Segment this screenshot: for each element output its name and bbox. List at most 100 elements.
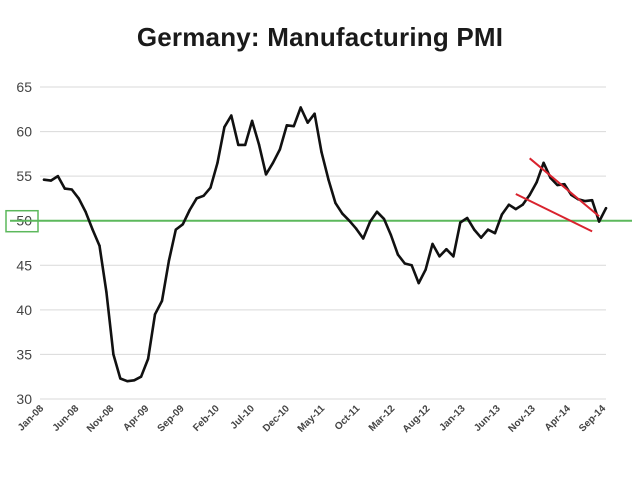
y-tick-label: 60 — [16, 124, 32, 140]
x-tick-label: Aug-12 — [401, 403, 433, 435]
data-point — [334, 201, 337, 205]
data-point — [417, 281, 420, 285]
x-axis: Jan-08 Jun-08 Nov-08 Apr-09 Sep-09 Feb-10 Jul-… — [16, 403, 608, 435]
data-point — [160, 299, 164, 303]
data-point — [84, 210, 87, 213]
data-point — [396, 253, 400, 256]
data-point — [126, 379, 129, 383]
series-line-pmi — [42, 106, 608, 383]
data-point — [292, 125, 295, 128]
data-point — [320, 150, 323, 154]
x-tick-label: Dec-10 — [261, 403, 292, 434]
x-tick-label: Jan-08 — [16, 403, 46, 433]
data-point — [528, 193, 531, 197]
data-point — [139, 375, 143, 378]
data-point — [355, 227, 358, 230]
data-point — [278, 148, 282, 151]
data-point — [521, 203, 524, 206]
channel-lower-line — [515, 193, 593, 233]
data-point — [389, 233, 393, 237]
data-point — [514, 207, 518, 211]
data-point — [216, 161, 219, 164]
data-point — [188, 208, 191, 212]
data-point — [237, 143, 240, 147]
data-point — [257, 143, 261, 147]
data-point — [466, 216, 469, 220]
data-point — [341, 212, 344, 215]
data-point — [42, 178, 46, 181]
y-tick-label: 45 — [16, 257, 32, 273]
data-point — [230, 114, 233, 117]
y-tick-label: 65 — [16, 79, 32, 95]
series-layer — [42, 106, 608, 383]
data-point — [91, 228, 94, 231]
chart-title: Germany: Manufacturing PMI — [136, 22, 504, 52]
data-point — [431, 242, 434, 246]
data-point — [556, 183, 559, 187]
data-point — [313, 112, 316, 115]
data-point — [119, 377, 122, 380]
data-point — [181, 223, 184, 226]
data-point — [542, 161, 545, 164]
x-tick-label: Apr-09 — [121, 403, 151, 433]
data-point — [382, 217, 386, 221]
data-point — [56, 174, 60, 178]
data-point — [348, 219, 351, 222]
data-point — [202, 194, 205, 197]
data-point — [223, 125, 226, 129]
data-point — [132, 379, 136, 382]
data-point — [105, 290, 108, 294]
x-tick-label: Jun-08 — [51, 403, 82, 434]
data-point — [153, 313, 157, 316]
data-point — [77, 197, 80, 200]
data-point — [112, 353, 115, 356]
x-tick-label: Oct-11 — [333, 403, 363, 433]
x-tick-label: Sep-09 — [156, 403, 187, 434]
data-point — [590, 199, 594, 202]
channel-upper-line — [529, 157, 600, 218]
data-point — [403, 262, 406, 265]
x-tick-label: Feb-10 — [191, 403, 222, 434]
data-point — [424, 268, 427, 271]
data-point — [368, 220, 372, 223]
data-point — [486, 228, 490, 231]
data-point — [583, 199, 587, 203]
gridlines — [40, 86, 606, 400]
data-point — [167, 259, 171, 263]
data-point — [70, 188, 73, 191]
x-tick-label: May-11 — [296, 403, 328, 435]
data-point — [244, 143, 247, 147]
data-point — [146, 357, 150, 361]
trend-channel — [515, 157, 600, 233]
data-point — [410, 264, 413, 267]
data-point — [604, 207, 608, 210]
data-point — [174, 228, 178, 231]
data-point — [271, 161, 275, 164]
x-tick-label: Jan-13 — [437, 403, 467, 433]
data-point — [209, 186, 212, 189]
x-tick-label: Nov-08 — [85, 403, 117, 435]
data-point — [98, 244, 101, 247]
data-point — [472, 228, 476, 231]
data-point — [195, 197, 198, 200]
y-tick-label: 35 — [16, 346, 32, 362]
y-tick-label: 40 — [16, 302, 32, 318]
x-tick-label: Mar-12 — [367, 403, 398, 434]
data-point — [285, 124, 289, 127]
data-point — [479, 236, 483, 239]
data-point — [361, 237, 365, 240]
x-tick-label: Nov-13 — [507, 403, 539, 435]
x-tick-label: Jul-10 — [229, 403, 258, 432]
x-tick-label: Apr-14 — [543, 403, 573, 433]
data-point — [250, 119, 254, 123]
data-point — [264, 173, 268, 176]
data-point — [535, 181, 538, 184]
data-point — [459, 221, 462, 224]
x-tick-label: Sep-14 — [577, 403, 608, 434]
data-point — [507, 203, 511, 206]
data-point — [493, 231, 497, 235]
data-point — [327, 178, 330, 181]
data-point — [500, 213, 504, 216]
